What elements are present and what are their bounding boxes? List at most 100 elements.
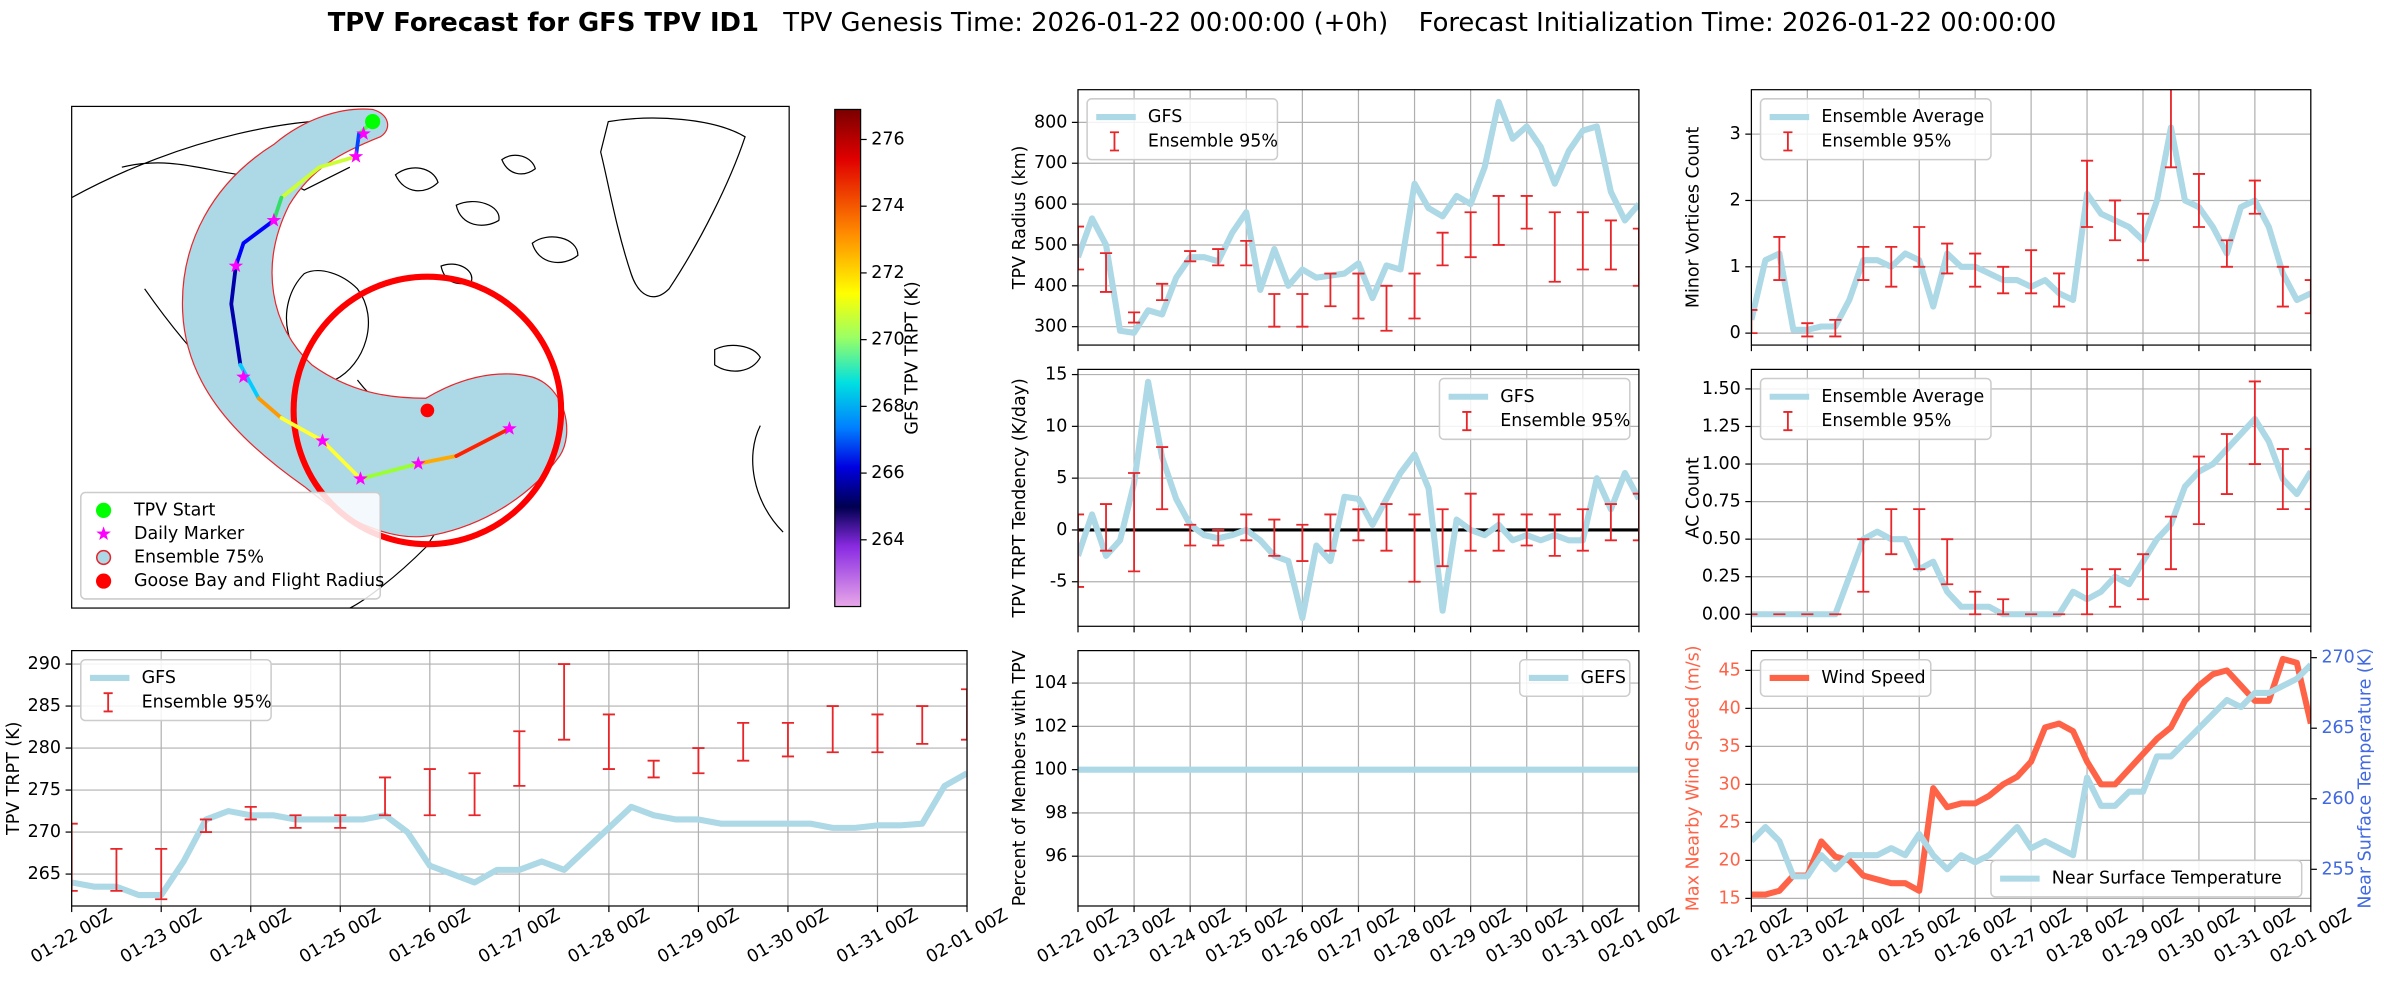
x-tick-label: 01-31 00Z xyxy=(833,905,921,968)
y-tick-label: 2 xyxy=(1730,190,1741,210)
y-tick-label: 100 xyxy=(1034,760,1067,780)
y-axis-label: Percent of Members with TPV xyxy=(1010,650,1030,906)
error-bar xyxy=(2164,515,2178,571)
y-tick-label: 0 xyxy=(1730,323,1741,343)
error-bar xyxy=(1829,318,1842,338)
legend-label: Ensemble Average xyxy=(1821,387,1984,407)
error-bar xyxy=(468,772,481,817)
error-bar xyxy=(826,705,839,754)
error-bar xyxy=(737,721,750,762)
legend-label: Ensemble 95% xyxy=(1821,411,1951,431)
y-tick-label: 270 xyxy=(28,822,61,842)
y-tick-label: 15 xyxy=(1719,888,1741,908)
x-tick-label: 01-30 00Z xyxy=(744,905,832,968)
y-tick-label: 800 xyxy=(1034,112,1067,132)
y-tick-label: 300 xyxy=(1034,317,1067,337)
y-tick-label: 10 xyxy=(1045,416,1067,436)
error-bar xyxy=(960,688,968,741)
error-bar xyxy=(1380,503,1393,552)
legend-box xyxy=(1759,658,1932,697)
error-bar xyxy=(2108,568,2122,608)
error-bar xyxy=(1324,272,1337,308)
y2-axis-label: Near Surface Temperature (K) xyxy=(2356,648,2376,909)
error-bar xyxy=(558,663,571,741)
error-bar xyxy=(1997,265,2010,295)
error-bar xyxy=(1296,523,1309,562)
error-bar xyxy=(1212,248,1225,267)
axes-frame xyxy=(1750,650,2312,907)
y-axis-label: TPV TRPT Tendency (K/day) xyxy=(1010,378,1030,618)
legend-box xyxy=(1759,98,1992,161)
tpv-start xyxy=(365,114,381,130)
title-genesis: TPV Genesis Time: 2026-01-22 00:00:00 (+… xyxy=(782,7,1388,37)
y-tick-label: 0.75 xyxy=(1702,492,1741,512)
error-bar xyxy=(1604,503,1617,542)
y-tick-label: -5 xyxy=(1050,572,1067,592)
legend-label: GFS xyxy=(1500,387,1534,407)
error-bar xyxy=(2192,455,2206,526)
y-tick-label: 25 xyxy=(1719,812,1741,832)
figure-title: TPV Forecast for GFS TPV ID1 TPV Genesis … xyxy=(328,7,2057,37)
legend-label: Ensemble 75% xyxy=(134,548,264,568)
y-axis-label: TPV Radius (km) xyxy=(1010,146,1030,291)
error-bar xyxy=(1128,472,1141,573)
error-bar xyxy=(1632,492,1639,542)
error-bar xyxy=(781,721,795,758)
legend-label: Ensemble Average xyxy=(1821,107,1984,127)
error-bar xyxy=(1773,236,1786,281)
y-tick-label: 20 xyxy=(1719,850,1741,870)
error-bar xyxy=(1464,211,1477,259)
error-bar xyxy=(2304,279,2311,315)
error-bar xyxy=(2276,448,2289,511)
error-bar xyxy=(244,805,257,821)
error-bar xyxy=(1913,226,1926,268)
x-tick-label: 01-25 00Z xyxy=(296,905,384,968)
error-bar xyxy=(1548,513,1561,557)
error-bar xyxy=(1077,225,1085,271)
y-tick-label: 3 xyxy=(1730,124,1741,144)
error-bar xyxy=(1240,513,1253,542)
legend-box xyxy=(1518,658,1631,697)
y-tick-label: 1.25 xyxy=(1702,416,1741,436)
error-bar xyxy=(1632,227,1639,287)
y-axis-label: TPV TRPT (K) xyxy=(4,722,24,836)
colorbar-tick-label: 276 xyxy=(871,129,904,149)
error-bar xyxy=(1969,590,1982,616)
y-tick-label: 45 xyxy=(1719,660,1741,680)
error-bar xyxy=(1408,272,1421,320)
error-bar xyxy=(1436,508,1449,568)
error-bar xyxy=(1099,252,1113,293)
y-tick-label: 5 xyxy=(1056,468,1067,488)
legend-label: Wind Speed xyxy=(1821,668,1925,688)
y-tick-label: 285 xyxy=(28,696,61,716)
y-tick-label: 280 xyxy=(28,738,61,758)
title-main: TPV Forecast for GFS TPV ID1 xyxy=(328,7,759,37)
error-bar xyxy=(378,776,392,817)
error-bar xyxy=(1885,245,1898,288)
legend-swatch xyxy=(1783,131,1793,152)
error-bar xyxy=(602,713,615,770)
error-bar xyxy=(1268,518,1281,557)
y-tick-label: 30 xyxy=(1719,774,1741,794)
error-bar xyxy=(1576,508,1589,552)
y-tick-label: 265 xyxy=(28,864,61,884)
error-bar xyxy=(1492,195,1505,246)
error-bar xyxy=(1156,446,1169,511)
error-bar xyxy=(71,822,78,892)
legend-label: Near Surface Temperature xyxy=(2052,869,2282,889)
error-bar xyxy=(1604,219,1617,271)
series-line xyxy=(1077,378,1639,622)
legend-label: Daily Marker xyxy=(134,524,245,544)
error-bar xyxy=(2136,553,2150,601)
error-bar xyxy=(2304,448,2311,511)
series-line xyxy=(1077,98,1639,336)
error-bar xyxy=(2052,272,2066,308)
error-bar xyxy=(2248,380,2261,465)
legend-swatch xyxy=(1783,411,1793,432)
map-frame xyxy=(71,105,790,609)
legend-label: Goose Bay and Flight Radius xyxy=(134,571,384,591)
error-bar xyxy=(1156,282,1169,302)
error-bar xyxy=(1941,538,1954,586)
series-line xyxy=(1751,662,2311,880)
